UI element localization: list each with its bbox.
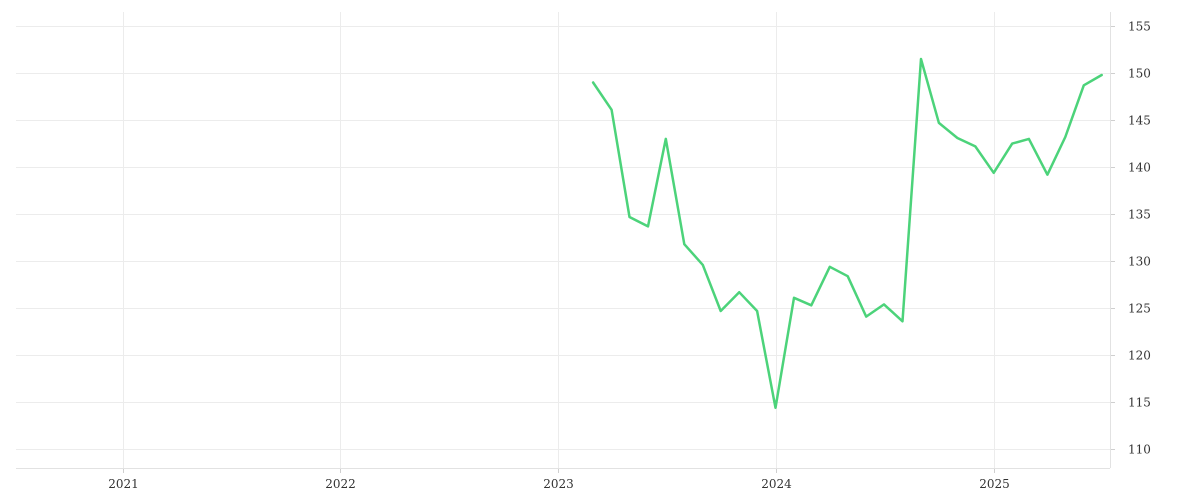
y-tick-label: 140 xyxy=(1128,161,1151,175)
tick-label-layer: 110 115 120 125 130 135 140 145 150 155 2021 2022 20… xyxy=(108,20,1151,492)
grid-layer xyxy=(16,12,1110,468)
y-tick-label: 135 xyxy=(1128,208,1151,222)
y-tick-label: 120 xyxy=(1128,349,1151,363)
y-tick-label: 110 xyxy=(1128,443,1151,457)
series-layer xyxy=(591,57,1103,410)
axis-layer xyxy=(16,12,1115,473)
y-tick-label: 150 xyxy=(1128,67,1151,81)
x-tick-label: 2021 xyxy=(108,477,139,491)
y-tick-label: 125 xyxy=(1128,302,1151,316)
y-tick-label: 130 xyxy=(1128,255,1151,269)
x-tick-label: 2023 xyxy=(543,477,574,491)
x-tick-label: 2022 xyxy=(325,477,356,491)
series-line xyxy=(591,57,1103,410)
x-tick-label: 2025 xyxy=(979,477,1010,491)
y-tick-label: 145 xyxy=(1128,114,1151,128)
x-tick-label: 2024 xyxy=(761,477,792,491)
y-tick-label: 155 xyxy=(1128,20,1151,34)
y-tick-label: 115 xyxy=(1128,396,1151,410)
